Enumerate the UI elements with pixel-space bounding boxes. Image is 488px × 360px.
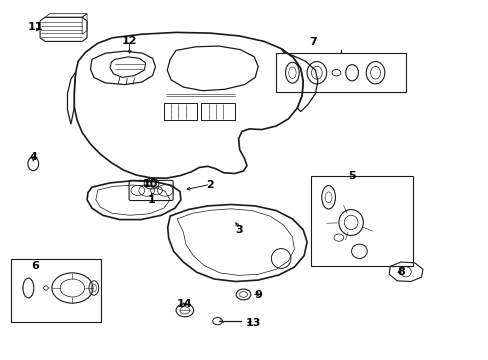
- Text: 1: 1: [147, 195, 155, 205]
- Text: 10: 10: [142, 179, 158, 189]
- Bar: [163, 103, 197, 120]
- Text: 4: 4: [29, 152, 37, 162]
- Text: 11: 11: [27, 22, 43, 32]
- Bar: [201, 103, 234, 120]
- Text: 2: 2: [206, 180, 214, 190]
- Text: 12: 12: [122, 36, 137, 46]
- Text: 6: 6: [31, 261, 39, 271]
- Text: 7: 7: [308, 37, 316, 48]
- Text: 8: 8: [396, 267, 404, 277]
- Text: 14: 14: [177, 299, 192, 309]
- Text: 9: 9: [254, 290, 262, 300]
- Text: 13: 13: [245, 318, 261, 328]
- Text: 5: 5: [347, 171, 355, 181]
- Bar: [276, 53, 405, 92]
- Bar: [310, 176, 412, 266]
- Text: 3: 3: [235, 225, 243, 235]
- Bar: [11, 259, 101, 322]
